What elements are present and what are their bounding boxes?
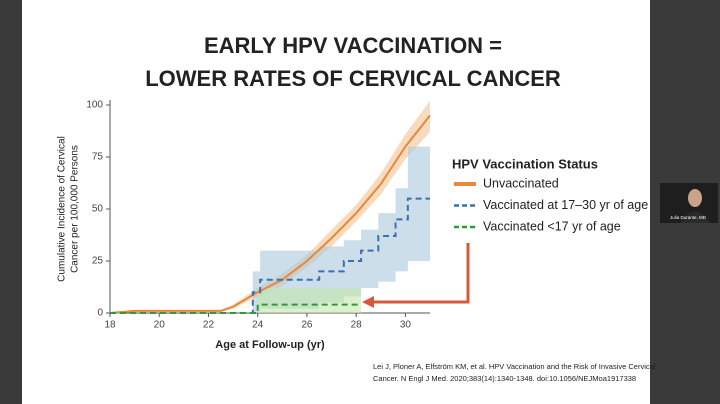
- series-line: [109, 114, 431, 314]
- y-tick-label: 100: [86, 100, 103, 111]
- y-tick-label: 0: [97, 308, 103, 319]
- plot: 0 25 50 75 100 18 20 22 24 26 28 30: [86, 100, 431, 331]
- series-line: [110, 303, 362, 314]
- legend-label: Unvaccinated: [483, 176, 559, 190]
- x-tick-label: 26: [301, 320, 313, 331]
- x-tick-label: 18: [104, 320, 116, 331]
- legend-label: Vaccinated <17 yr of age: [483, 219, 621, 233]
- legend: Unvaccinated Vaccinated at 17–30 yr of ag…: [454, 176, 648, 233]
- citation: Lei J, Ploner A, Elfström KM, et al. HPV…: [373, 362, 656, 371]
- x-tick-label: 24: [252, 320, 264, 331]
- x-tick-label: 20: [154, 320, 166, 331]
- x-tick-label: 22: [203, 320, 215, 331]
- title-line: EARLY HPV VACCINATION =: [204, 33, 502, 58]
- title-line: LOWER RATES OF CERVICAL CANCER: [145, 66, 561, 91]
- participant-name: Julia Durante, MD: [670, 215, 707, 220]
- avatar-body: [680, 211, 710, 223]
- legend-title: HPV Vaccination Status: [452, 156, 598, 171]
- citation: Cancer. N Engl J Med. 2020;383(14):1340-…: [373, 374, 636, 383]
- confidence-band: [110, 288, 362, 313]
- x-tick-label: 30: [400, 320, 412, 331]
- legend-label: Vaccinated at 17–30 yr of age: [483, 198, 648, 212]
- y-tick-label: 25: [92, 256, 104, 267]
- confidence-band: [110, 115, 430, 314]
- arrow: [372, 243, 470, 304]
- y-tick-label: 50: [92, 204, 104, 215]
- y-axis-label: Cumulative Incidence of Cervical: [57, 136, 68, 282]
- y-tick-label: 75: [92, 152, 104, 163]
- x-tick-label: 28: [351, 320, 363, 331]
- avatar-face: [688, 189, 702, 207]
- slide: [22, 0, 650, 404]
- y-axis-label: Cancer per 100,000 Persons: [70, 145, 81, 273]
- series-line: [110, 197, 430, 314]
- arrow-head: [362, 296, 374, 308]
- confidence-band: [110, 100, 430, 313]
- x-axis-label: Age at Follow-up (yr): [215, 339, 325, 351]
